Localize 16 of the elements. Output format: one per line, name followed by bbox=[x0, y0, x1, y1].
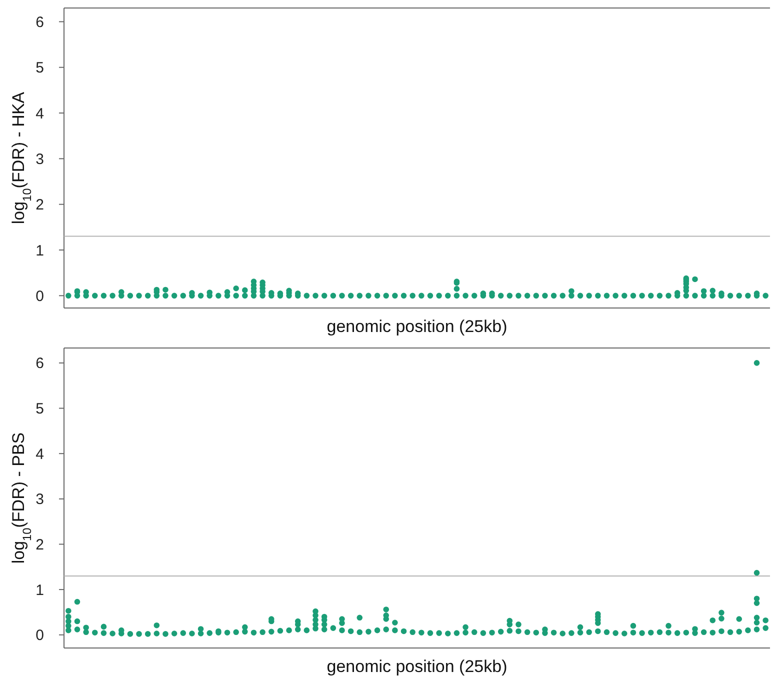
y-tick-label: 6 bbox=[36, 14, 44, 31]
y-tick-label: 2 bbox=[36, 196, 44, 214]
y-tick-label: 3 bbox=[36, 491, 44, 508]
y-tick-label: 2 bbox=[36, 536, 44, 554]
y-tick-label: 5 bbox=[36, 60, 44, 77]
y-tick-label: 6 bbox=[36, 355, 44, 372]
y-tick-label: 1 bbox=[36, 582, 44, 599]
y-tick-label: 0 bbox=[36, 627, 44, 644]
x-axis-title: genomic position (25kb) bbox=[326, 657, 508, 676]
y-tick-label: 4 bbox=[36, 105, 44, 122]
y-tick-label: 3 bbox=[36, 150, 44, 168]
y-tick-label: 4 bbox=[36, 446, 44, 463]
y-tick-label: 5 bbox=[36, 400, 44, 418]
x-axis-title: genomic position (25kb) bbox=[326, 317, 508, 336]
y-tick-label: 1 bbox=[36, 242, 44, 260]
y-tick-label: 0 bbox=[36, 288, 44, 305]
